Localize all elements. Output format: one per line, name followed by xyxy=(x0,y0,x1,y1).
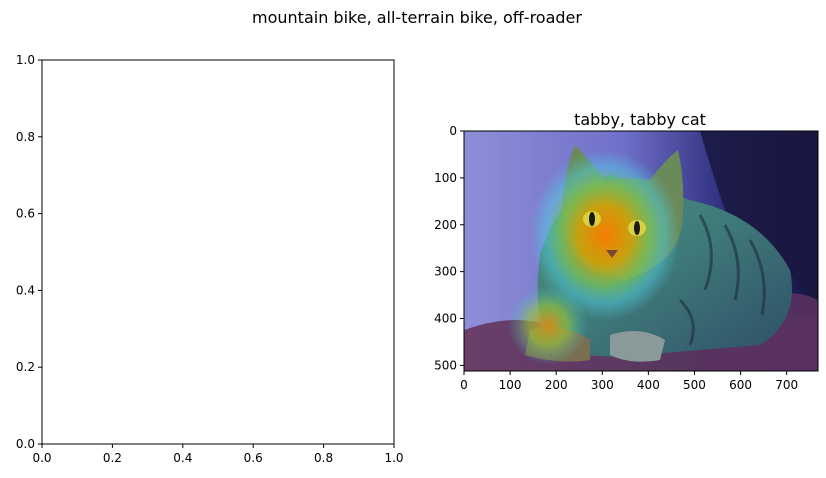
x-tick-label: 600 xyxy=(729,378,752,392)
left-axes: 0.0 0.2 0.4 0.6 0.8 1.0 0.0 0.2 0.4 0.6 0.8 1.0 xyxy=(16,53,404,465)
y-tick-label: 400 xyxy=(434,312,457,326)
right-axes-frame xyxy=(463,130,819,372)
x-tick-label: 0.8 xyxy=(314,451,333,465)
x-tick-label: 400 xyxy=(637,378,660,392)
x-tick-label: 100 xyxy=(499,378,522,392)
right-axes: tabby, tabby cat xyxy=(434,110,819,392)
left-x-ticks: 0.0 0.2 0.4 0.6 0.8 1.0 xyxy=(32,444,404,465)
y-tick-label: 300 xyxy=(434,265,457,279)
x-tick-label: 0.4 xyxy=(173,451,192,465)
y-tick-label: 200 xyxy=(434,218,457,232)
y-tick-label: 500 xyxy=(434,358,457,372)
right-x-ticks: 0 100 200 300 400 500 600 700 xyxy=(460,371,798,392)
y-tick-label: 0.6 xyxy=(16,207,35,221)
y-tick-label: 0.2 xyxy=(16,360,35,374)
figure-suptitle: mountain bike, all-terrain bike, off-roa… xyxy=(252,8,582,27)
y-tick-label: 100 xyxy=(434,171,457,185)
cat-heatmap-image xyxy=(464,131,818,371)
y-tick-label: 0.8 xyxy=(16,130,35,144)
x-tick-label: 0 xyxy=(460,378,468,392)
x-tick-label: 700 xyxy=(775,378,798,392)
x-tick-label: 200 xyxy=(545,378,568,392)
y-tick-label: 1.0 xyxy=(16,53,35,67)
x-tick-label: 0.6 xyxy=(244,451,263,465)
x-tick-label: 1.0 xyxy=(384,451,403,465)
x-tick-label: 500 xyxy=(683,378,706,392)
x-tick-label: 0.0 xyxy=(32,451,51,465)
x-tick-label: 300 xyxy=(591,378,614,392)
left-axes-frame xyxy=(41,59,395,445)
y-tick-label: 0 xyxy=(449,124,457,138)
y-tick-label: 0.0 xyxy=(16,437,35,451)
right-y-ticks: 0 100 200 300 400 500 xyxy=(434,124,464,372)
y-tick-label: 0.4 xyxy=(16,283,35,297)
right-axes-title: tabby, tabby cat xyxy=(574,110,706,129)
x-tick-label: 0.2 xyxy=(103,451,122,465)
left-y-ticks: 0.0 0.2 0.4 0.6 0.8 1.0 xyxy=(16,53,42,451)
